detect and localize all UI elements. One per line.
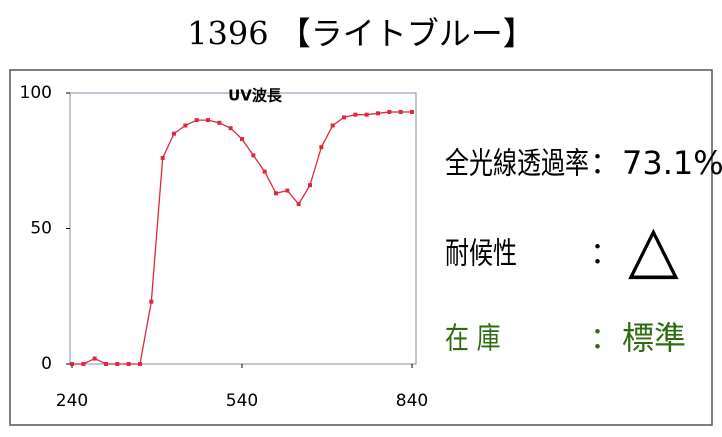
info-label: 在 庫: [445, 322, 501, 356]
x-tick-label: 540: [226, 391, 258, 411]
x-tick-label: 840: [396, 391, 428, 411]
data-point: [308, 183, 312, 188]
data-point: [353, 112, 358, 117]
data-point: [149, 299, 154, 304]
data-point: [240, 137, 244, 142]
data-point: [398, 109, 403, 114]
info-label: 全光線透過率: [445, 147, 589, 181]
x-tick-label: 240: [56, 391, 88, 411]
data-point: [183, 123, 188, 128]
y-tick-label: 0: [41, 354, 52, 374]
chart-title: UV波長: [228, 87, 283, 105]
info-sep: ：: [590, 237, 620, 272]
data-point: [228, 126, 233, 131]
info-label: 耐候性: [445, 237, 517, 271]
data-point: [172, 131, 176, 136]
info-sep: ：: [590, 147, 620, 182]
data-point: [387, 109, 392, 114]
y-tick-label: 50: [30, 219, 52, 239]
data-point: [274, 191, 278, 196]
data-point: [138, 362, 142, 366]
data-point: [104, 362, 108, 366]
data-point: [217, 120, 222, 125]
data-point: [319, 145, 324, 150]
data-line: [72, 111, 412, 365]
data-point: [285, 188, 290, 193]
y-tick-label: 100: [20, 83, 52, 103]
data-point: [376, 111, 380, 116]
frame: [9, 69, 713, 426]
data-point: [262, 169, 267, 174]
info-value: 73.1%: [622, 144, 722, 182]
data-point: [342, 115, 346, 120]
data-point: [70, 362, 74, 366]
data-point: [81, 362, 86, 366]
plot-area: [69, 92, 417, 365]
data-point: [364, 112, 369, 117]
info-value: 標準: [622, 319, 686, 357]
info-value: △: [628, 210, 679, 287]
data-point: [296, 202, 301, 207]
data-point: [194, 118, 199, 123]
data-point: [251, 153, 256, 158]
data-point: [115, 362, 120, 366]
page-title: 1396 【ライトブルー】: [187, 15, 535, 53]
data-point: [330, 123, 335, 128]
data-point: [126, 362, 131, 366]
info-sep: ：: [590, 322, 620, 357]
data-point: [410, 109, 414, 114]
data-point: [92, 356, 97, 361]
data-point: [206, 118, 210, 123]
data-point: [160, 156, 165, 161]
